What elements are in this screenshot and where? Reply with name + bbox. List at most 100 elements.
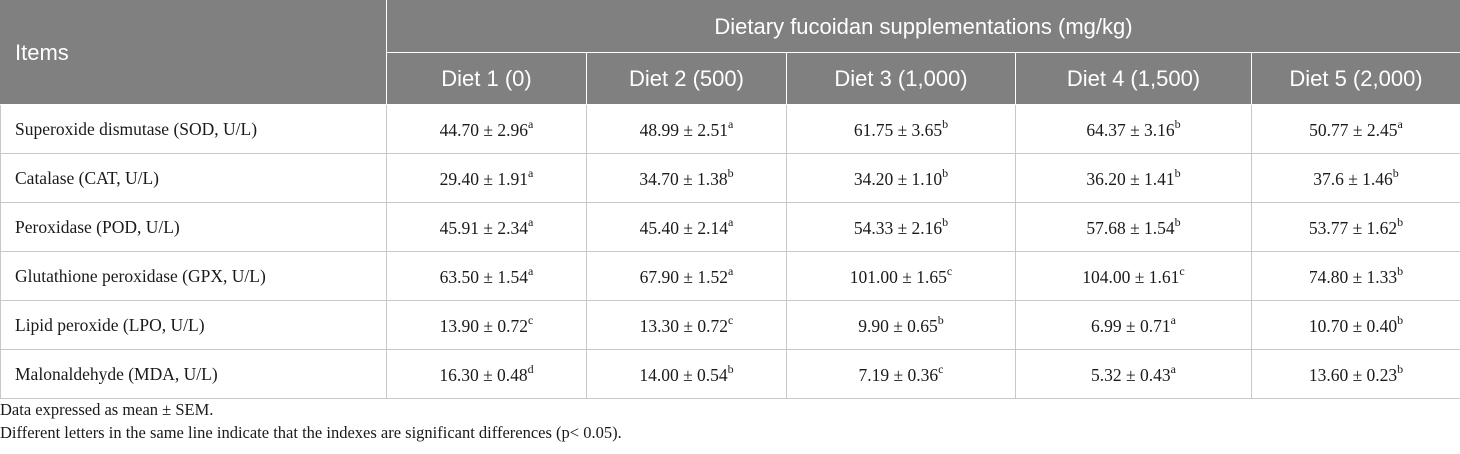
significance-letter: a bbox=[1170, 312, 1176, 327]
table-row: Peroxidase (POD, U/L) 45.91 ± 2.34a 45.4… bbox=[0, 202, 1460, 252]
cell-value: 53.77 ± 1.62 bbox=[1308, 217, 1398, 238]
table-cell: 104.00 ± 1.61c bbox=[1015, 251, 1252, 301]
table-body: Superoxide dismutase (SOD, U/L) 44.70 ± … bbox=[0, 104, 1460, 399]
diet-header: Diet 2 (500) bbox=[586, 52, 787, 105]
cell-value: 36.20 ± 1.41 bbox=[1086, 168, 1175, 189]
cell-value: 61.75 ± 3.65 bbox=[853, 119, 943, 140]
cell-value: 16.30 ± 0.48 bbox=[439, 364, 528, 385]
cell-value: 13.60 ± 0.23 bbox=[1308, 364, 1398, 385]
table-cell: 36.20 ± 1.41b bbox=[1015, 153, 1252, 203]
cell-value: 48.99 ± 2.51 bbox=[639, 119, 729, 140]
significance-letter: b bbox=[1174, 165, 1181, 180]
significance-letter: b bbox=[1397, 312, 1404, 327]
table-cell: 45.91 ± 2.34a bbox=[386, 202, 587, 252]
table-row: Lipid peroxide (LPO, U/L) 13.90 ± 0.72c … bbox=[0, 300, 1460, 350]
table-cell: 9.90 ± 0.65b bbox=[786, 300, 1016, 350]
diet-header: Diet 5 (2,000) bbox=[1251, 52, 1460, 105]
cell-value: 50.77 ± 2.45 bbox=[1309, 119, 1398, 140]
table-cell: 29.40 ± 1.91a bbox=[386, 153, 587, 203]
cell-value: 34.70 ± 1.38 bbox=[639, 168, 728, 189]
cell-value: 54.33 ± 2.16 bbox=[853, 217, 943, 238]
significance-letter: c bbox=[946, 263, 953, 278]
cell-value: 10.70 ± 0.40 bbox=[1308, 315, 1398, 336]
footnote: Different letters in the same line indic… bbox=[0, 423, 622, 442]
table-cell: 6.99 ± 0.71a bbox=[1015, 300, 1252, 350]
significance-letter: b bbox=[1174, 214, 1181, 229]
cell-value: 67.90 ± 1.52 bbox=[639, 266, 729, 287]
cell-value: 9.90 ± 0.65 bbox=[858, 315, 938, 336]
table-cell: 37.6 ± 1.46b bbox=[1251, 153, 1460, 203]
diet-header: Diet 3 (1,000) bbox=[786, 52, 1016, 105]
table-cell: 13.90 ± 0.72c bbox=[386, 300, 587, 350]
row-label: Catalase (CAT, U/L) bbox=[0, 153, 387, 203]
table-cell: 61.75 ± 3.65b bbox=[786, 104, 1016, 154]
table-cell: 53.77 ± 1.62b bbox=[1251, 202, 1460, 252]
table-cell: 13.30 ± 0.72c bbox=[586, 300, 787, 350]
diet-header: Diet 1 (0) bbox=[386, 52, 587, 105]
group-header: Dietary fucoidan supplementations (mg/kg… bbox=[386, 0, 1460, 53]
significance-letter: b bbox=[727, 165, 734, 180]
significance-letter: c bbox=[1179, 263, 1185, 278]
cell-value: 104.00 ± 1.61 bbox=[1082, 266, 1180, 287]
table-header: Items Dietary fucoidan supplementations … bbox=[0, 0, 1460, 105]
row-label: Peroxidase (POD, U/L) bbox=[0, 202, 387, 252]
significance-letter: c bbox=[938, 361, 944, 376]
items-header: Items bbox=[0, 0, 387, 105]
significance-letter: b bbox=[1397, 214, 1404, 229]
significance-letter: b bbox=[942, 116, 949, 131]
row-label: Superoxide dismutase (SOD, U/L) bbox=[0, 104, 387, 154]
significance-letter: b bbox=[1397, 361, 1404, 376]
table-cell: 5.32 ± 0.43a bbox=[1015, 349, 1252, 399]
significance-letter: a bbox=[528, 214, 534, 229]
table-cell: 63.50 ± 1.54a bbox=[386, 251, 587, 301]
significance-letter: b bbox=[1397, 263, 1404, 278]
cell-value: 63.50 ± 1.54 bbox=[439, 266, 529, 287]
cell-value: 14.00 ± 0.54 bbox=[639, 364, 728, 385]
table-figure: Items Dietary fucoidan supplementations … bbox=[0, 0, 1460, 399]
table-cell: 14.00 ± 0.54b bbox=[586, 349, 787, 399]
cell-value: 5.32 ± 0.43 bbox=[1091, 364, 1171, 385]
footnote: Data expressed as mean ± SEM. bbox=[0, 400, 214, 419]
table-row: Glutathione peroxidase (GPX, U/L) 63.50 … bbox=[0, 251, 1460, 301]
table-cell: 48.99 ± 2.51a bbox=[586, 104, 787, 154]
cell-value: 13.30 ± 0.72 bbox=[639, 315, 729, 336]
significance-letter: b bbox=[727, 361, 734, 376]
cell-value: 37.6 ± 1.46 bbox=[1313, 168, 1393, 189]
cell-value: 34.20 ± 1.10 bbox=[853, 168, 943, 189]
table-cell: 10.70 ± 0.40b bbox=[1251, 300, 1460, 350]
significance-letter: a bbox=[1397, 116, 1403, 131]
table-cell: 34.70 ± 1.38b bbox=[586, 153, 787, 203]
table-cell: 57.68 ± 1.54b bbox=[1015, 202, 1252, 252]
significance-letter: c bbox=[528, 312, 534, 327]
table-cell: 54.33 ± 2.16b bbox=[786, 202, 1016, 252]
significance-letter: a bbox=[728, 116, 734, 131]
table-cell: 64.37 ± 3.16b bbox=[1015, 104, 1252, 154]
table-cell: 67.90 ± 1.52a bbox=[586, 251, 787, 301]
cell-value: 29.40 ± 1.91 bbox=[439, 168, 529, 189]
significance-letter: d bbox=[527, 361, 534, 376]
cell-value: 6.99 ± 0.71 bbox=[1091, 315, 1171, 336]
cell-value: 57.68 ± 1.54 bbox=[1086, 217, 1175, 238]
table-cell: 74.80 ± 1.33b bbox=[1251, 251, 1460, 301]
table-cell: 44.70 ± 2.96a bbox=[386, 104, 587, 154]
significance-letter: b bbox=[1174, 116, 1181, 131]
table-row: Malonaldehyde (MDA, U/L) 16.30 ± 0.48d 1… bbox=[0, 349, 1460, 399]
significance-letter: b bbox=[942, 165, 949, 180]
diet-header: Diet 4 (1,500) bbox=[1015, 52, 1252, 105]
table-cell: 50.77 ± 2.45a bbox=[1251, 104, 1460, 154]
antioxidant-table: Items Dietary fucoidan supplementations … bbox=[0, 0, 1460, 399]
cell-value: 45.40 ± 2.14 bbox=[639, 217, 729, 238]
table-row: Catalase (CAT, U/L) 29.40 ± 1.91a 34.70 … bbox=[0, 153, 1460, 203]
significance-letter: b bbox=[1392, 165, 1399, 180]
cell-value: 45.91 ± 2.34 bbox=[439, 217, 529, 238]
significance-letter: b bbox=[942, 214, 949, 229]
row-label: Lipid peroxide (LPO, U/L) bbox=[0, 300, 387, 350]
row-label: Glutathione peroxidase (GPX, U/L) bbox=[0, 251, 387, 301]
table-cell: 7.19 ± 0.36c bbox=[786, 349, 1016, 399]
table-cell: 34.20 ± 1.10b bbox=[786, 153, 1016, 203]
table-cell: 13.60 ± 0.23b bbox=[1251, 349, 1460, 399]
significance-letter: a bbox=[1170, 361, 1176, 376]
cell-value: 7.19 ± 0.36 bbox=[858, 364, 939, 385]
table-row: Superoxide dismutase (SOD, U/L) 44.70 ± … bbox=[0, 104, 1460, 154]
significance-letter: a bbox=[728, 214, 734, 229]
